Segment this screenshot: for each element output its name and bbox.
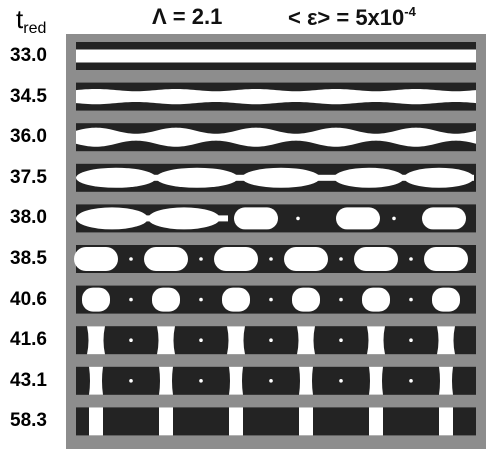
white-bar [299,366,313,395]
white-capsule [424,247,468,271]
time-strip [74,245,476,273]
white-capsule [422,207,466,230]
time-strip [76,366,476,395]
simulation-panel [66,34,486,449]
white-dot [269,379,273,383]
white-dot [339,257,343,261]
white-dot [129,338,133,343]
white-dot [129,257,133,261]
white-bar [369,366,383,395]
time-strip [76,82,476,111]
time-strip [76,407,476,436]
time-label: 33.0 [10,45,47,66]
white-drop [432,287,460,312]
white-barrel [437,326,455,355]
white-drop [222,287,250,312]
white-dot [269,338,273,343]
white-capsule [144,247,188,271]
white-dot [339,297,343,302]
white-bar [89,366,103,395]
white-dot [129,379,133,383]
white-band [76,127,476,147]
white-barrel [227,326,245,355]
white-capsule [284,247,328,271]
white-drop [82,287,110,312]
time-label: 43.1 [10,369,47,391]
white-barrel [367,326,385,355]
white-dot [269,297,273,302]
strip-background [76,407,476,436]
white-dot [199,338,203,343]
time-label: 34.5 [10,85,47,107]
time-strip [76,163,476,192]
white-rect [369,407,383,436]
time-strip [76,326,476,355]
white-capsule [336,207,380,230]
white-rect [299,407,313,436]
white-dot [409,379,413,383]
time-label: 36.0 [10,126,47,148]
white-bar [439,366,453,395]
white-dot [199,379,203,383]
time-symbol: t [16,4,24,34]
time-label: 41.6 [10,329,47,351]
time-label: 58.3 [10,410,47,432]
white-rect [229,407,243,436]
white-capsule [74,247,118,271]
white-dot [339,338,343,343]
white-dot [409,257,413,261]
strip-background [76,245,476,273]
white-band [76,89,476,105]
white-dot [199,297,203,302]
white-bar [229,366,243,395]
time-subscript: red [23,20,47,37]
white-band [76,49,476,63]
white-dot [129,297,133,302]
time-strip [76,123,476,152]
white-dot [339,379,343,383]
white-drop [292,287,320,312]
white-thread [78,215,228,222]
white-dot [324,176,328,180]
strain-label: < ε> = 5x10-4 [288,4,416,31]
white-capsule [214,247,258,271]
white-rect [439,407,453,436]
time-strips [74,42,476,436]
white-dot [269,257,273,261]
white-dot [234,216,238,221]
time-label: 40.6 [10,288,47,310]
time-label: 37.5 [10,166,47,188]
white-barrel [157,326,175,355]
lambda-label: Λ = 2.1 [152,4,223,29]
white-dot [296,216,300,221]
white-dot [409,338,413,343]
strain-exponent: -4 [404,4,416,19]
strain-text: < ε> = 5x10 [288,5,405,30]
white-dot [199,257,203,261]
white-thread [78,174,474,181]
time-strip [76,204,476,233]
white-dot [409,297,413,302]
white-capsule [354,247,398,271]
time-strip [76,285,476,314]
white-rect [89,407,103,436]
white-barrel [87,326,105,355]
white-barrel [297,326,315,355]
white-capsule [234,207,278,230]
time-strip [76,42,476,70]
white-drop [152,287,180,312]
strip-background [76,326,476,355]
time-label: 38.0 [10,207,47,229]
time-axis-header: tred [16,6,46,37]
white-drop [362,287,390,312]
white-bar [159,366,173,395]
white-dot [392,216,396,221]
strip-background [76,366,476,395]
time-label: 38.5 [10,248,47,269]
white-rect [159,407,173,436]
strip-background [76,285,476,314]
